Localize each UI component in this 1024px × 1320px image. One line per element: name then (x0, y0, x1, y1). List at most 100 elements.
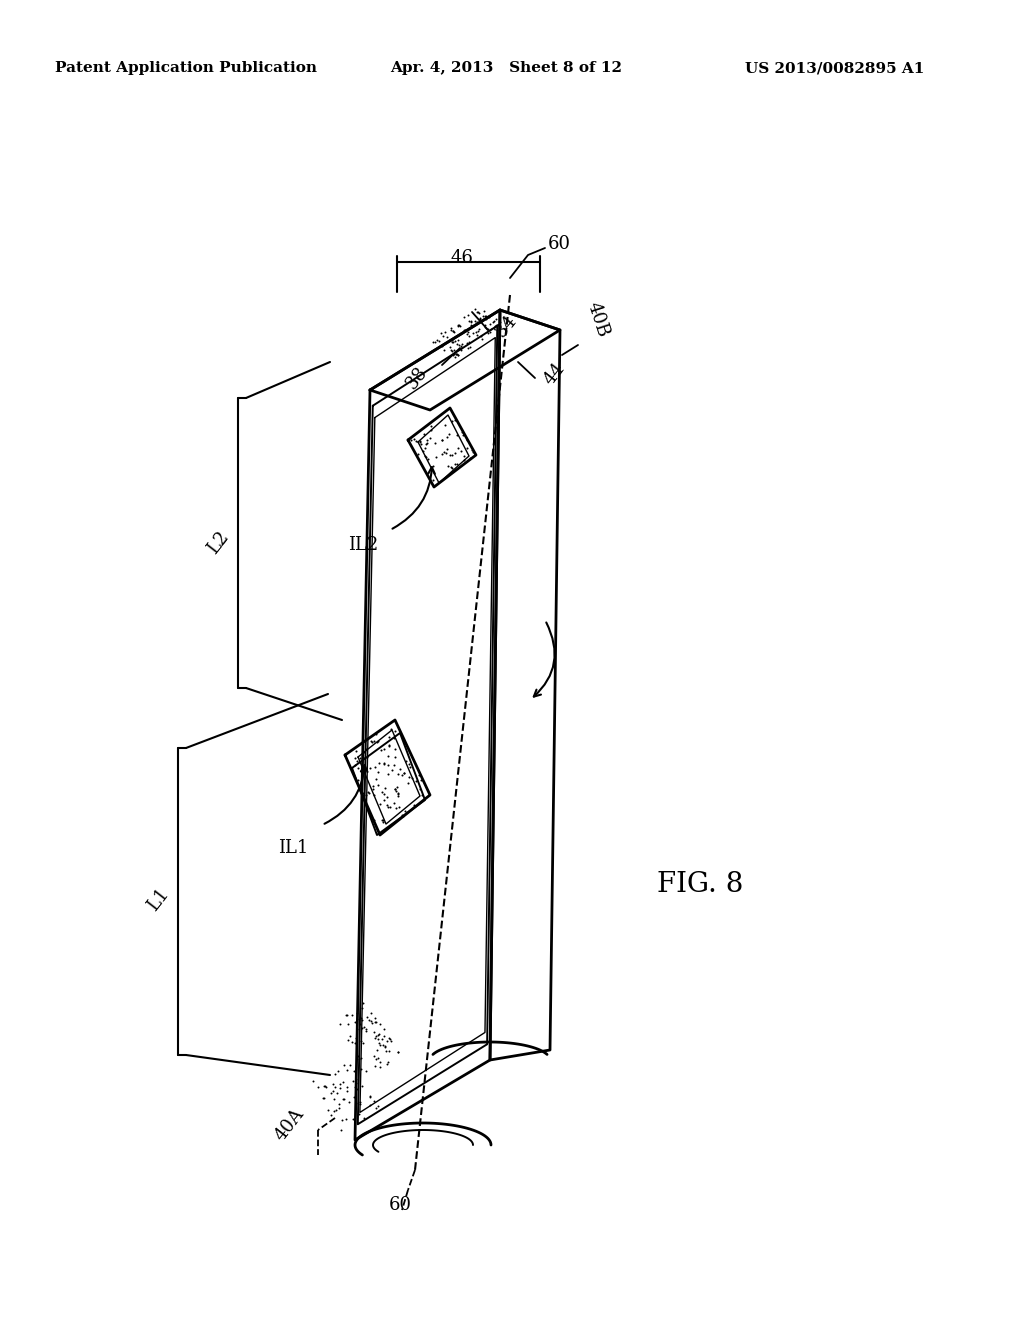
Point (401, 756, 418, 777)
Point (486, 315, 503, 337)
Point (478, 308, 495, 329)
Point (435, 442, 452, 463)
Point (389, 781, 406, 803)
Point (384, 760, 400, 781)
Point (374, 1028, 390, 1049)
Point (447, 343, 464, 364)
Point (339, 1080, 355, 1101)
Point (451, 334, 467, 355)
Point (369, 1011, 385, 1032)
Point (465, 322, 481, 343)
Point (459, 438, 475, 459)
Point (362, 1086, 379, 1107)
Point (474, 306, 490, 327)
Point (365, 776, 381, 797)
Point (374, 781, 390, 803)
Point (453, 337, 469, 358)
Point (449, 425, 465, 446)
Point (455, 425, 471, 446)
Point (487, 309, 504, 330)
Point (442, 319, 459, 341)
Point (437, 442, 454, 463)
Point (339, 1076, 355, 1097)
Point (393, 764, 410, 785)
Point (367, 1007, 383, 1028)
Point (393, 805, 410, 826)
Text: 44: 44 (540, 359, 568, 388)
Point (422, 426, 438, 447)
Point (452, 315, 468, 337)
Point (351, 1092, 368, 1113)
Point (437, 321, 454, 342)
Point (412, 430, 428, 451)
Point (375, 812, 391, 833)
Point (352, 1014, 369, 1035)
Point (372, 1057, 388, 1078)
Point (460, 337, 476, 358)
Point (354, 1032, 371, 1053)
Point (469, 301, 485, 322)
Point (368, 723, 384, 744)
Point (341, 1092, 357, 1113)
Point (332, 1014, 348, 1035)
Point (433, 429, 450, 450)
Point (379, 787, 395, 808)
Point (381, 726, 397, 747)
Point (340, 1014, 356, 1035)
Text: 46: 46 (451, 249, 473, 267)
Point (407, 795, 423, 816)
Point (381, 734, 397, 755)
Point (433, 335, 450, 356)
Point (352, 1094, 369, 1115)
Point (350, 770, 367, 791)
Point (387, 739, 403, 760)
Point (366, 1045, 382, 1067)
Point (381, 735, 397, 756)
Point (449, 343, 465, 364)
Point (411, 764, 427, 785)
Point (453, 441, 469, 462)
Point (455, 421, 471, 442)
Point (419, 433, 435, 454)
Point (366, 1022, 382, 1043)
Text: L1: L1 (143, 886, 172, 915)
Point (390, 785, 407, 807)
Point (389, 763, 406, 784)
Point (358, 746, 375, 767)
Point (334, 1110, 350, 1131)
Point (338, 1109, 354, 1130)
Point (395, 805, 412, 826)
Point (333, 1119, 349, 1140)
Point (359, 781, 376, 803)
Point (414, 784, 430, 805)
Point (459, 323, 475, 345)
Point (350, 1045, 367, 1067)
Point (451, 314, 467, 335)
Point (444, 458, 461, 479)
Point (473, 325, 489, 346)
Point (380, 796, 396, 817)
Point (336, 1088, 352, 1109)
Point (462, 337, 478, 358)
Point (434, 429, 451, 450)
Point (408, 430, 424, 451)
Point (367, 1027, 383, 1048)
Point (445, 331, 462, 352)
Point (482, 305, 499, 326)
Point (435, 339, 452, 360)
Point (467, 310, 483, 331)
Point (389, 776, 406, 797)
Point (339, 1005, 355, 1026)
Point (370, 1024, 386, 1045)
Point (476, 314, 493, 335)
Text: IL1: IL1 (278, 840, 308, 857)
Point (457, 445, 473, 466)
Point (336, 1055, 352, 1076)
Point (341, 1026, 357, 1047)
Point (353, 1076, 370, 1097)
Point (331, 1060, 347, 1081)
Point (396, 800, 413, 821)
Point (365, 731, 381, 752)
Point (461, 331, 477, 352)
Point (368, 1048, 384, 1069)
